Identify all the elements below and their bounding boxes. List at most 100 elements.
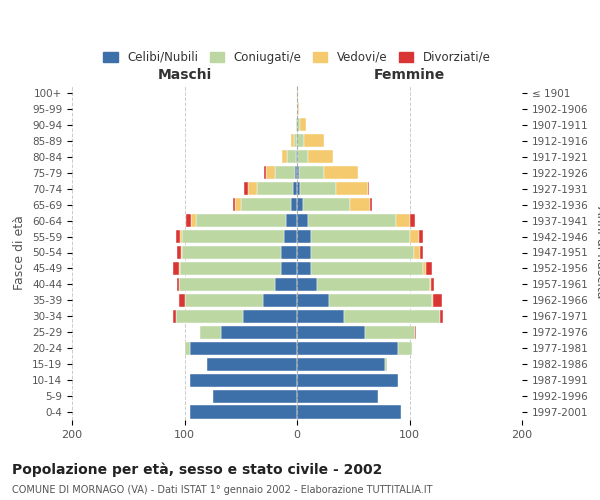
Bar [296, 118, 297, 132]
Bar [283, 150, 287, 164]
Bar [427, 262, 432, 275]
Bar [275, 278, 297, 291]
Bar [297, 390, 378, 402]
Bar [423, 262, 427, 275]
Bar [317, 278, 430, 291]
Text: Popolazione per età, sesso e stato civile - 2002: Popolazione per età, sesso e stato civil… [12, 462, 382, 477]
Bar [182, 230, 284, 243]
Bar [265, 166, 275, 179]
Bar [179, 294, 185, 307]
Bar [207, 358, 297, 370]
Bar [301, 118, 306, 132]
Bar [173, 262, 179, 275]
Bar [297, 134, 304, 147]
Bar [221, 326, 297, 339]
Bar [196, 214, 286, 227]
Bar [297, 374, 398, 386]
Bar [419, 230, 423, 243]
Bar [409, 214, 415, 227]
Bar [430, 278, 431, 291]
Text: Maschi: Maschi [157, 68, 212, 82]
Bar [385, 358, 387, 370]
Bar [190, 406, 297, 418]
Bar [182, 246, 281, 259]
Legend: Celibi/Nubili, Coniugati/e, Vedovi/e, Divorziati/e: Celibi/Nubili, Coniugati/e, Vedovi/e, Di… [100, 48, 494, 68]
Bar [286, 214, 297, 227]
Bar [297, 102, 298, 116]
Bar [180, 262, 281, 275]
Bar [190, 342, 297, 355]
Bar [311, 262, 423, 275]
Bar [179, 262, 180, 275]
Bar [248, 182, 257, 195]
Bar [344, 310, 440, 323]
Bar [257, 182, 293, 195]
Bar [297, 326, 365, 339]
Bar [200, 326, 221, 339]
Bar [281, 262, 297, 275]
Bar [368, 182, 369, 195]
Bar [311, 230, 409, 243]
Bar [432, 294, 433, 307]
Bar [308, 214, 396, 227]
Bar [298, 102, 299, 116]
Bar [297, 198, 302, 211]
Bar [297, 358, 385, 370]
Bar [191, 214, 196, 227]
Bar [301, 182, 337, 195]
Bar [297, 342, 398, 355]
Bar [292, 134, 293, 147]
Bar [297, 310, 344, 323]
Bar [176, 278, 179, 291]
Bar [297, 294, 329, 307]
Bar [185, 214, 191, 227]
Bar [297, 118, 301, 132]
Bar [297, 214, 308, 227]
Bar [415, 326, 416, 339]
Bar [212, 390, 297, 402]
Bar [297, 246, 311, 259]
Bar [292, 198, 297, 211]
Bar [311, 246, 414, 259]
Bar [243, 310, 297, 323]
Bar [241, 198, 292, 211]
Bar [263, 294, 297, 307]
Bar [350, 198, 370, 211]
Bar [431, 278, 434, 291]
Bar [297, 262, 311, 275]
Bar [365, 326, 415, 339]
Bar [181, 246, 182, 259]
Bar [440, 310, 443, 323]
Bar [329, 294, 432, 307]
Bar [299, 166, 324, 179]
Text: Femmine: Femmine [374, 68, 445, 82]
Bar [414, 246, 419, 259]
Bar [337, 182, 368, 195]
Bar [173, 310, 176, 323]
Bar [297, 166, 299, 179]
Bar [287, 150, 296, 164]
Bar [235, 198, 241, 211]
Bar [176, 246, 181, 259]
Bar [284, 230, 297, 243]
Bar [297, 182, 301, 195]
Bar [295, 166, 297, 179]
Bar [185, 342, 190, 355]
Bar [396, 214, 409, 227]
Bar [233, 198, 235, 211]
Bar [409, 230, 419, 243]
Bar [302, 198, 350, 211]
Y-axis label: Anni di nascita: Anni di nascita [594, 206, 600, 298]
Bar [176, 230, 180, 243]
Bar [370, 198, 373, 211]
Bar [293, 134, 297, 147]
Bar [324, 166, 358, 179]
Bar [296, 150, 297, 164]
Text: COMUNE DI MORNAGO (VA) - Dati ISTAT 1° gennaio 2002 - Elaborazione TUTTITALIA.IT: COMUNE DI MORNAGO (VA) - Dati ISTAT 1° g… [12, 485, 433, 495]
Bar [180, 230, 182, 243]
Bar [185, 294, 263, 307]
Bar [297, 86, 298, 100]
Bar [308, 150, 333, 164]
Bar [304, 134, 324, 147]
Bar [281, 246, 297, 259]
